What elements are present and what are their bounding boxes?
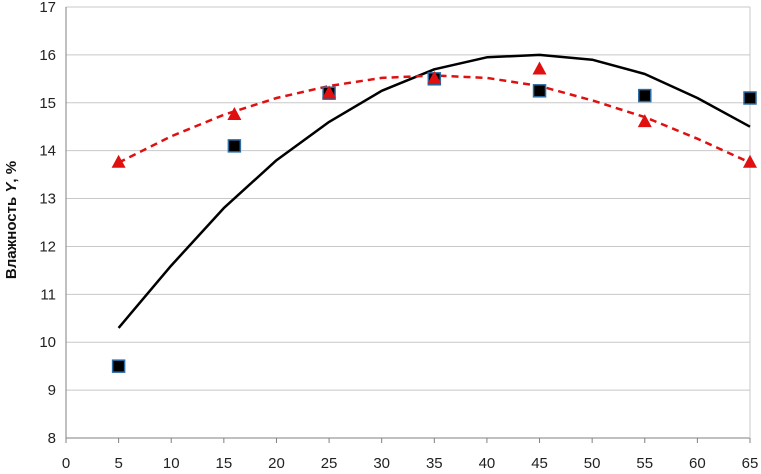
y-tick-label: 9	[48, 382, 56, 399]
data-points	[111, 61, 757, 373]
square-point	[532, 84, 547, 98]
x-tick-label: 40	[479, 455, 496, 472]
y-tick-label: 15	[39, 95, 56, 112]
grid-lines	[66, 6, 750, 439]
solid-trend-line	[117, 53, 751, 329]
x-tick-label: 10	[163, 455, 180, 472]
y-tick-label: 13	[39, 191, 56, 208]
y-tick-label: 16	[39, 47, 56, 64]
triangle-point	[322, 85, 337, 99]
x-tick-label: 25	[321, 455, 338, 472]
triangle-point	[743, 154, 757, 168]
x-tick-label: 15	[216, 455, 233, 472]
y-tick-label: 10	[39, 334, 56, 351]
x-tick-label: 0	[62, 455, 70, 472]
square-point	[227, 139, 242, 153]
x-tick-label: 55	[636, 455, 653, 472]
triangle-point	[111, 154, 126, 168]
y-tick-label: 11	[40, 286, 56, 303]
triangle-point	[637, 114, 652, 128]
y-tick-label: 12	[39, 238, 56, 255]
x-tick-label: 30	[373, 455, 390, 472]
square-point	[743, 91, 757, 105]
x-tick-label: 65	[742, 455, 759, 472]
x-tick-label: 50	[584, 455, 601, 472]
axes	[65, 7, 751, 443]
x-tick-label: 60	[689, 455, 706, 472]
y-tick-labels: 8 9 10 11 12 13 14 15 16 17	[39, 0, 56, 447]
x-tick-labels: 0 5 10 15 20 25 30 35 40 45 50 55 60 65	[62, 455, 759, 472]
square-point	[638, 88, 652, 103]
x-tick-label: 5	[114, 455, 122, 472]
x-tick-label: 45	[531, 455, 548, 472]
triangle-point	[532, 61, 547, 75]
x-tick-label: 35	[426, 455, 443, 472]
dashed-trend-line	[118, 74, 751, 164]
y-tick-label: 8	[48, 430, 56, 447]
triangle-point	[427, 71, 442, 84]
triangle-point	[227, 107, 242, 120]
square-point	[111, 359, 126, 373]
y-tick-label: 17	[39, 0, 56, 16]
trend-lines	[117, 53, 751, 329]
y-axis-label: Влажность Y, %	[3, 161, 20, 279]
y-tick-label: 14	[39, 143, 56, 160]
x-tick-label: 20	[268, 455, 285, 472]
